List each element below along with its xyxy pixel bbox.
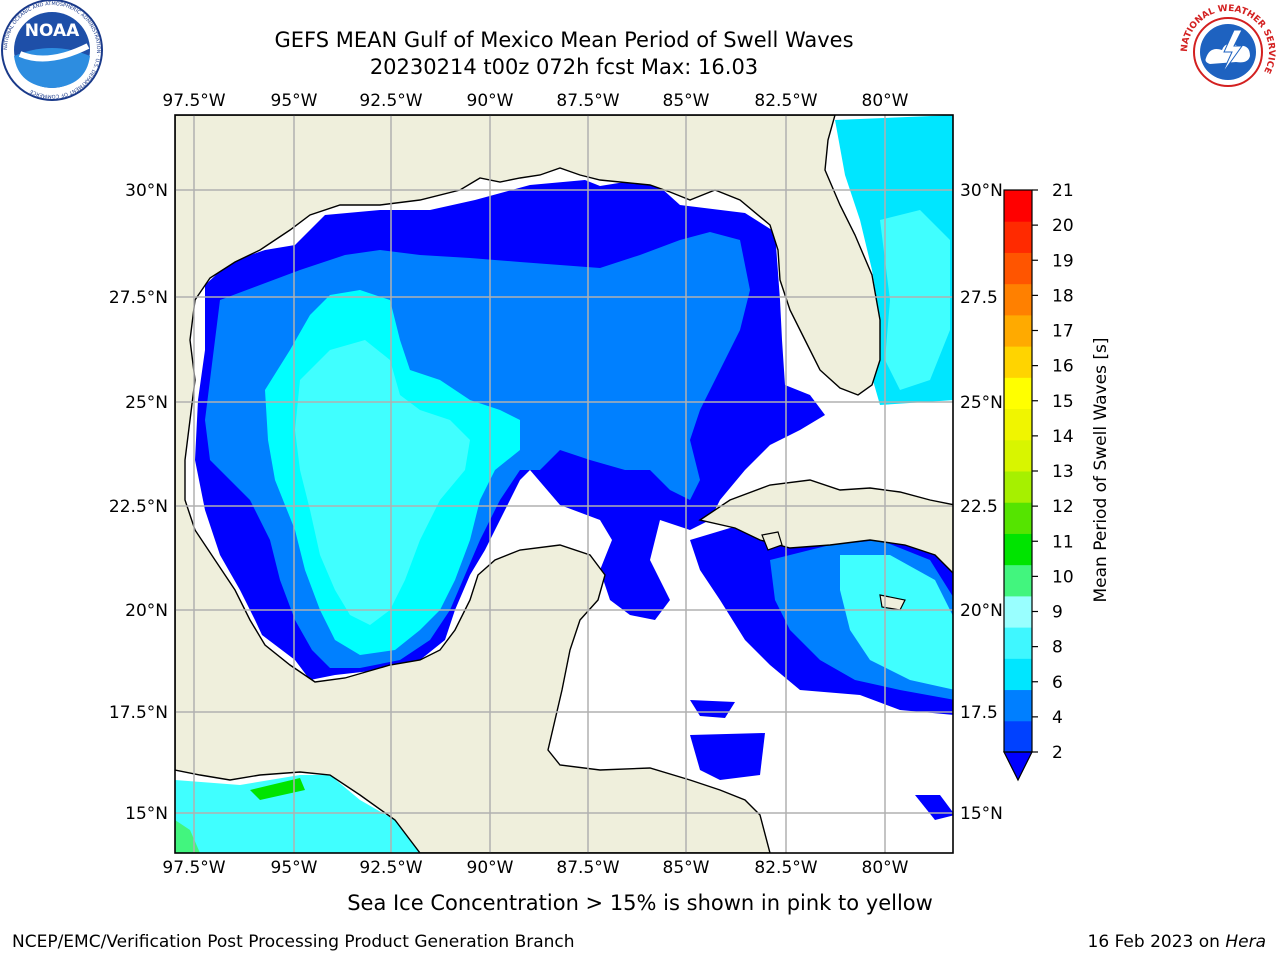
longitude-label-bottom: 80°W xyxy=(862,858,909,878)
colorbar-swatch xyxy=(1004,595,1032,628)
longitude-label-bottom: 82.5°W xyxy=(754,858,817,878)
colorbar-swatch xyxy=(1004,252,1032,285)
colorbar-tick-label: 19 xyxy=(1052,251,1074,271)
colorbar-swatch xyxy=(1004,502,1032,534)
map-frame xyxy=(174,114,954,854)
swell-field-8-9s xyxy=(295,340,470,625)
swell-field-south xyxy=(690,733,765,780)
noaa-logo: NOAA NATIONAL OCEANIC AND ATMOSPHERIC AD… xyxy=(1,0,103,101)
colorbar: 2 4 6 8 9 10 11 12 13 14 15 16 17 18 19 20 21 xyxy=(1003,181,1074,782)
colorbar-tick-label: 15 xyxy=(1052,392,1074,412)
credit-left: NCEP/EMC/Verification Post Processing Pr… xyxy=(12,932,575,952)
longitude-label-top: 92.5°W xyxy=(359,91,422,111)
colorbar-tick-label: 9 xyxy=(1052,603,1063,623)
colorbar-tick-label: 12 xyxy=(1052,497,1074,517)
longitude-label-bottom: 95°W xyxy=(271,858,318,878)
swell-field-pacific xyxy=(175,775,420,853)
colorbar-swatch xyxy=(1004,221,1032,253)
latitude-label-right: 17.5 xyxy=(960,703,998,723)
colorbar-swatch xyxy=(1004,533,1032,566)
longitude-label-top: 97.5°W xyxy=(162,91,225,111)
top-longitude-labels: 97.5°W 95°W 92.5°W 90°W 87.5°W 85°W 82.5°W 80°W xyxy=(162,91,908,111)
land-north-america xyxy=(175,115,881,853)
longitude-label-top: 80°W xyxy=(862,91,909,111)
swell-field-pacific-green-2 xyxy=(250,778,305,800)
chart-subtitle: 20230214 t00z 072h fcst Max: 16.03 xyxy=(369,55,759,79)
colorbar-tick-label: 10 xyxy=(1052,567,1074,587)
longitude-label-bottom: 90°W xyxy=(467,858,514,878)
colorbar-swatch xyxy=(1004,658,1032,691)
colorbar-tick-label: 18 xyxy=(1052,286,1074,306)
left-latitude-labels: 30°N 27.5°N 25°N 22.5°N 20°N 17.5°N 15°N xyxy=(109,181,168,824)
graticule xyxy=(175,115,953,853)
colorbar-swatch xyxy=(1004,439,1032,472)
credit-machine: Hera xyxy=(1225,932,1266,952)
noaa-logo-text: NOAA xyxy=(25,21,80,41)
colorbar-extend-arrow xyxy=(1003,751,1033,782)
colorbar-swatch xyxy=(1004,408,1032,441)
credit-right: 16 Feb 2023 on Hera xyxy=(1088,932,1266,952)
ice-note: Sea Ice Concentration > 15% is shown in … xyxy=(0,891,1280,915)
latitude-label-left: 15°N xyxy=(125,804,168,824)
latitude-label-left: 20°N xyxy=(125,601,168,621)
longitude-label-top: 82.5°W xyxy=(754,91,817,111)
swell-field-caribbean-inner xyxy=(840,555,953,690)
colorbar-tick-label: 2 xyxy=(1052,743,1063,763)
latitude-label-right: 27.5 xyxy=(960,288,998,308)
colorbar-swatch xyxy=(1004,314,1032,347)
colorbar-swatch xyxy=(1004,190,1032,222)
colorbar-tick-label: 14 xyxy=(1052,427,1074,447)
land-cuba xyxy=(698,479,953,574)
colorbar-tick-label: 13 xyxy=(1052,462,1074,482)
latitude-label-right: 30°N xyxy=(960,181,1003,201)
latitude-label-left: 22.5°N xyxy=(109,497,168,517)
land-isle-youth xyxy=(761,531,783,551)
colorbar-tick-label: 20 xyxy=(1052,216,1074,236)
bottom-longitude-labels: 97.5°W 95°W 92.5°W 90°W 87.5°W 85°W 82.5°W 80°W xyxy=(162,858,908,878)
colorbar-swatch xyxy=(1004,471,1032,503)
swell-field-atlantic-light xyxy=(880,210,950,390)
latitude-label-right: 20°N xyxy=(960,601,1003,621)
ice-note-text: Sea Ice Concentration > 15% is shown in … xyxy=(347,891,933,915)
swell-field-south-2 xyxy=(690,700,735,718)
colorbar-tick-label: 16 xyxy=(1052,357,1074,377)
colorbar-swatch xyxy=(1004,720,1032,753)
longitude-label-top: 87.5°W xyxy=(556,91,619,111)
colorbar-label: Mean Period of Swell Waves [s] xyxy=(1091,338,1111,603)
colorbar-swatch xyxy=(1004,627,1032,659)
colorbar-swatch xyxy=(1004,283,1032,316)
longitude-label-top: 95°W xyxy=(271,91,318,111)
latitude-label-left: 25°N xyxy=(125,393,168,413)
colorbar-tick-label: 6 xyxy=(1052,673,1063,693)
colorbar-tick-label: 11 xyxy=(1052,532,1074,552)
nws-logo: NATIONAL WEATHER SERVICE xyxy=(1180,4,1276,100)
longitude-label-bottom: 92.5°W xyxy=(359,858,422,878)
colorbar-swatch xyxy=(1004,346,1032,378)
latitude-label-right: 15°N xyxy=(960,804,1003,824)
colorbar-tick-label: 8 xyxy=(1052,638,1063,658)
longitude-label-bottom: 97.5°W xyxy=(162,858,225,878)
credit-date: 16 Feb 2023 on xyxy=(1087,932,1226,952)
chart-title: GEFS MEAN Gulf of Mexico Mean Period of … xyxy=(274,28,854,52)
colorbar-tick-label: 21 xyxy=(1052,181,1074,201)
latitude-label-right: 25°N xyxy=(960,393,1003,413)
longitude-label-top: 85°W xyxy=(663,91,710,111)
latitude-label-right: 22.5 xyxy=(960,497,998,517)
latitude-label-left: 17.5°N xyxy=(109,703,168,723)
colorbar-swatch xyxy=(1004,689,1032,722)
colorbar-swatch xyxy=(1004,564,1032,597)
colorbar-swatch xyxy=(1004,377,1032,410)
longitude-label-top: 90°W xyxy=(467,91,514,111)
longitude-label-bottom: 85°W xyxy=(663,858,710,878)
latitude-label-left: 27.5°N xyxy=(109,288,168,308)
colorbar-tick-label: 4 xyxy=(1052,708,1063,728)
longitude-label-bottom: 87.5°W xyxy=(556,858,619,878)
right-latitude-labels: 30°N 27.5 25°N 22.5 20°N 17.5 15°N xyxy=(960,181,1003,824)
latitude-label-left: 30°N xyxy=(125,181,168,201)
map-panel xyxy=(175,115,953,853)
colorbar-tick-label: 17 xyxy=(1052,322,1074,342)
